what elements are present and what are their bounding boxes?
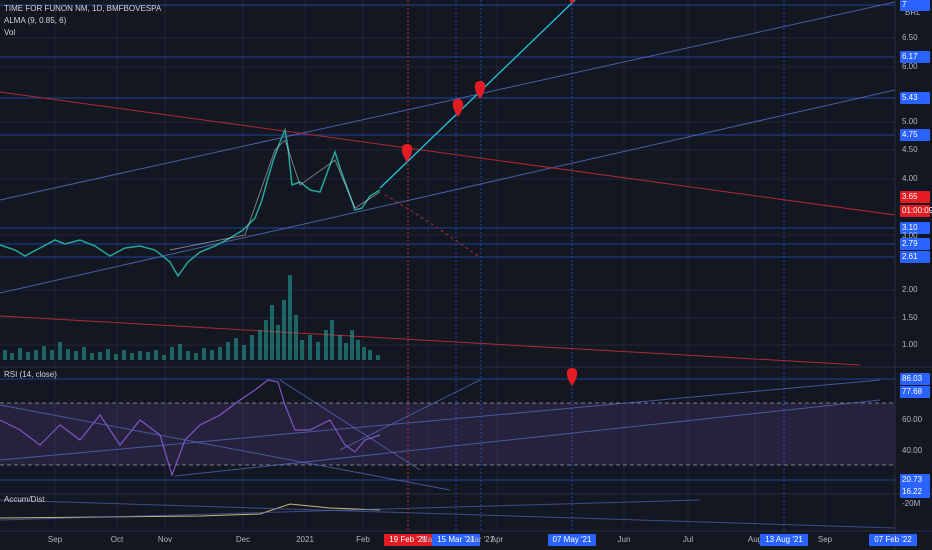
- axis-label: Mar '21: [468, 535, 495, 544]
- rsi-band: [0, 403, 895, 465]
- rsi-axis: 86.03 77.68 60.00 40.00 20.73 16.22: [900, 373, 930, 498]
- axis-label: 15 Mar '21: [437, 535, 475, 544]
- axis-label: Sep: [48, 535, 63, 544]
- line: [0, 315, 861, 366]
- price-axis: 7 6.50 6.176.00 5.43 5.00 4.75 4.50 4.00 3.65 01:…: [900, 0, 932, 349]
- header-volume: Vol: [4, 28, 15, 37]
- axis-label: Sep: [818, 535, 833, 544]
- axis-label: 77.68: [902, 387, 923, 396]
- axis-label: 4.50: [902, 145, 918, 154]
- label-box: [900, 486, 930, 498]
- header-indicator: ALMA (9, 0.85, 6): [4, 16, 67, 25]
- axis-label: 6.17: [902, 52, 918, 61]
- axis-label: 5.00: [902, 117, 918, 126]
- label-box: [900, 474, 930, 486]
- label-box: [900, 222, 930, 234]
- axis-label: 01:00:09: [902, 206, 932, 215]
- axis-label: 1.00: [902, 340, 918, 349]
- label-box: [900, 92, 930, 104]
- axis-label: 2.61: [902, 252, 918, 261]
- label-box: [900, 205, 930, 217]
- line: [0, 91, 896, 216]
- label-box: [900, 129, 930, 141]
- axis-label: Aug: [748, 535, 762, 544]
- levels: [0, 4, 895, 481]
- label-box: [384, 534, 432, 546]
- axis-label: Dec: [236, 535, 250, 544]
- label-box: [432, 534, 480, 546]
- axis-label: 19 Feb '21: [389, 535, 427, 544]
- axis-label: 3.10: [902, 223, 918, 232]
- axis-label: 13 Aug '21: [765, 535, 803, 544]
- rsi-title: RSI (14, close): [4, 370, 57, 379]
- currency: BRL: [905, 8, 921, 17]
- axis-label: 3.65: [902, 192, 918, 201]
- shape: [474, 81, 486, 99]
- alma-line: [169, 139, 381, 251]
- line: [0, 1, 896, 201]
- axis-label: 6.00: [902, 62, 918, 71]
- label-box: [548, 534, 596, 546]
- axis-label: 86.03: [902, 374, 923, 383]
- axis-label: 4.00: [902, 174, 918, 183]
- shape: [569, 0, 575, 4]
- line: [279, 379, 421, 471]
- header-title: TIME FOR FUNON NM, 1D, BMFBOVESPA: [4, 4, 162, 13]
- line: [0, 89, 896, 294]
- axis-label: 7: [902, 0, 907, 9]
- markers: [401, 0, 578, 386]
- axis-label: 2.00: [902, 285, 918, 294]
- label-box: [900, 251, 930, 263]
- accum-trendline: [0, 499, 896, 529]
- axis-label: 2.79: [902, 239, 918, 248]
- axis-label: Oct: [111, 535, 124, 544]
- axis-label: -20M: [902, 499, 921, 508]
- axis-label: Jun: [618, 535, 631, 544]
- rsi-trendlines: [0, 379, 881, 491]
- volume-bars: [3, 275, 380, 360]
- axis-label: Jul: [683, 535, 693, 544]
- line: [339, 379, 481, 451]
- label-box: [900, 51, 930, 63]
- line: [0, 404, 451, 491]
- axis-label: 2021: [296, 535, 314, 544]
- label-box: [869, 534, 917, 546]
- axis-label: 4.75: [902, 130, 918, 139]
- axis-label: 5.43: [902, 93, 918, 102]
- shape: [566, 368, 578, 386]
- trendlines: [0, 0, 896, 366]
- axis-label: 20.73: [902, 475, 923, 484]
- axis-label: 1.50: [902, 313, 918, 322]
- axis-label: 60.00: [902, 415, 923, 424]
- label-box: [900, 386, 930, 398]
- axis-label: 3.00: [902, 231, 918, 240]
- line: [174, 399, 881, 477]
- axis-label: Mar: [421, 535, 435, 544]
- axis-label: 6.50: [902, 33, 918, 42]
- accum-title: Accum/Dist: [4, 495, 45, 504]
- axis-label: Apr: [491, 535, 504, 544]
- axis-label: Feb: [356, 535, 370, 544]
- accum-trendline: [0, 499, 701, 521]
- rsi-line: [0, 379, 381, 477]
- axis-label: 16.22: [902, 487, 923, 496]
- label-box: [760, 534, 808, 546]
- axis-label: 07 Feb '22: [874, 535, 912, 544]
- label-box: [900, 238, 930, 250]
- axis-label: 07 May '21: [553, 535, 592, 544]
- label-box: [900, 191, 930, 203]
- shape: [401, 144, 413, 162]
- shape: [384, 194, 479, 257]
- label-box: [900, 373, 930, 385]
- label-box: [900, 0, 930, 11]
- shape: [452, 99, 464, 117]
- accum-axis: -20M: [902, 499, 921, 508]
- line: [0, 379, 881, 461]
- axis-label: 40.00: [902, 446, 923, 455]
- axis-label: Nov: [158, 535, 172, 544]
